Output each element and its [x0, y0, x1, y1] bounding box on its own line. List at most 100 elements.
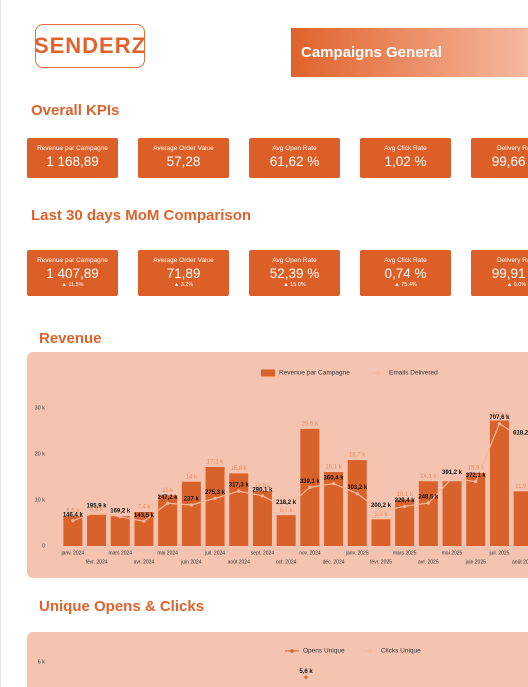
legend-label: Emails Delivered — [389, 370, 438, 377]
line-point — [304, 675, 308, 679]
bar-label: 5,8 k — [374, 512, 388, 518]
point-label: 218,2 k — [276, 500, 297, 506]
line-point — [237, 489, 241, 493]
y-tick-label: 0 — [42, 543, 45, 549]
kpi-label: Revenue par Campagne — [37, 257, 108, 264]
kpi-change: ▲ 75.4% — [394, 282, 417, 288]
kpi-card: Revenue par Campagne 1 407,89 ▲ 11.5% — [27, 250, 118, 296]
bar-label: 6,5 k — [66, 509, 80, 515]
point-label: 618,2 k — [513, 431, 528, 437]
x-tick-label: janv. 2024 — [60, 550, 84, 556]
kpi-label: Average Order Value — [153, 257, 214, 264]
y-tick-label: 10 k — [35, 498, 46, 504]
x-tick-label: déc. 2024 — [323, 559, 345, 565]
line-point — [213, 496, 217, 500]
line — [72, 422, 524, 522]
bar-label: 17,2 k — [207, 460, 224, 466]
page-title: Campaigns General — [291, 28, 528, 77]
x-tick-label: juil. 2025 — [488, 550, 509, 556]
bar — [418, 481, 438, 546]
line-point — [118, 515, 122, 519]
x-tick-label: févr. 2025 — [370, 559, 392, 565]
bar-label: 6,7 k — [280, 508, 294, 514]
kpi-card: Avg Click Rate 0,74 % ▲ 75.4% — [360, 250, 451, 296]
x-tick-label: mai 2025 — [442, 550, 463, 556]
kpi-value: 1 168,89 — [46, 154, 99, 169]
logo: SENDERZ — [34, 24, 145, 68]
kpi-card: Delivery Rate 99,91 %▲ 0.0% — [471, 250, 528, 296]
point-label: 5,6 k — [299, 669, 313, 675]
kpi-change: ▲ 11.5% — [61, 282, 84, 288]
legend-swatch — [368, 649, 372, 653]
legend-swatch — [376, 371, 380, 375]
line-point — [189, 503, 193, 507]
bar — [489, 420, 509, 546]
x-tick-label: mai 2024 — [157, 550, 178, 556]
kpi-value: 71,89 — [166, 266, 201, 281]
kpi-value: 57,28 — [166, 154, 201, 169]
point-label: 360,4 k — [324, 475, 345, 481]
point-label: 143,5 k — [134, 513, 155, 519]
point-label: 200,2 k — [371, 503, 392, 509]
bar-label: 15,8 k — [231, 466, 248, 472]
point-label: 339,1 k — [300, 479, 321, 485]
kpi-card: Revenue par Campagne 1 168,89 — [27, 138, 118, 178]
y-tick-label: 20 k — [35, 452, 46, 458]
line-point — [474, 480, 478, 484]
section-title: Overall KPIs — [31, 102, 120, 119]
kpi-label: Avg Click Rate — [384, 145, 427, 152]
bar — [181, 481, 201, 546]
x-tick-label: mars 2025 — [393, 550, 417, 556]
point-label: 195,9 k — [87, 504, 108, 510]
bar — [158, 495, 178, 546]
x-tick-label: juil. 2024 — [204, 550, 225, 556]
x-tick-label: nov. 2024 — [299, 550, 321, 556]
chart-title: Revenue — [39, 330, 102, 347]
bar — [276, 515, 296, 546]
kpi-label: Delivery Rate — [496, 145, 528, 152]
line-point — [331, 482, 336, 486]
kpi-label: Avg Click Rate — [384, 257, 427, 264]
line-point — [166, 501, 170, 505]
line-point — [497, 422, 502, 426]
kpi-label: Avg Open Rate — [272, 257, 317, 264]
bar-label: 11 k — [162, 488, 174, 494]
kpi-value: 61,62 % — [269, 154, 320, 169]
line-point — [308, 485, 312, 489]
point-label: 247,2 k — [158, 495, 179, 501]
bar — [513, 491, 528, 546]
bar-label: 16,1 k — [325, 465, 342, 471]
bar — [466, 472, 486, 546]
bar — [347, 460, 367, 546]
legend-swatch — [261, 369, 275, 377]
point-label: 290,1 k — [252, 487, 273, 493]
bar-label: 15,9 k — [468, 466, 485, 472]
kpi-value: 1,02 % — [384, 154, 427, 169]
kpi-value: 99,91 % — [491, 266, 528, 281]
point-label: 275,3 k — [205, 490, 226, 496]
point-label: 237 k — [184, 497, 200, 503]
x-tick-label: mars 2024 — [108, 550, 132, 556]
bar-label: 27,3 k — [491, 413, 508, 419]
bar-label: 11,9 k — [515, 484, 528, 490]
line-point — [426, 501, 430, 505]
point-label: 146,4 k — [63, 512, 84, 518]
line-point — [450, 476, 454, 480]
kpi-label: Delivery Rate — [496, 257, 528, 264]
x-tick-label: août 2024 — [228, 559, 250, 565]
bar — [395, 499, 415, 546]
x-tick-label: janv. 2025 — [345, 550, 369, 556]
x-tick-label: sept. 2024 — [251, 550, 275, 556]
bar — [110, 516, 130, 546]
point-label: 303,2 k — [347, 485, 368, 491]
x-tick-label: avr. 2024 — [134, 559, 155, 565]
x-tick-label: juin 2025 — [465, 559, 487, 565]
line-point — [94, 510, 99, 514]
bar-label: 14,1 k — [420, 474, 437, 480]
legend-label: Clicks Unique — [381, 648, 421, 655]
bar — [205, 466, 225, 546]
kpi-value: 0,74 % — [384, 266, 427, 281]
point-label: 248,5 k — [418, 495, 439, 501]
